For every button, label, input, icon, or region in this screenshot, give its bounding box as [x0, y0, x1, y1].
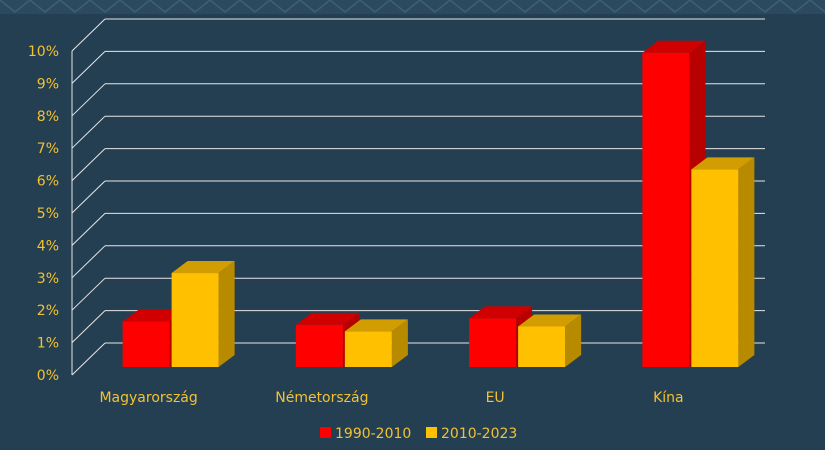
header-chevron: [659, 0, 691, 13]
bar-front: [344, 331, 392, 367]
header-chevron: [719, 0, 751, 13]
header-chevron: [329, 0, 361, 13]
header-chevron: [149, 0, 181, 13]
header-chevron: [539, 0, 571, 13]
y-axis: 0% 1% 2% 3% 4% 5% 6% 7% 8% 9% 10%: [28, 44, 59, 384]
category-label: Magyarország: [99, 390, 197, 406]
y-tick-label: 2%: [37, 303, 59, 319]
bar-front: [171, 273, 219, 367]
category-label: Németország: [275, 390, 368, 406]
bar-front: [122, 321, 170, 367]
header-chevron: [0, 0, 31, 13]
header-chevron: [299, 0, 331, 13]
y-tick-label: 7%: [37, 141, 59, 157]
legend-swatch: [426, 427, 437, 438]
bar-top: [518, 314, 582, 327]
header-chevron: [119, 0, 151, 13]
legend: 1990-2010 2010-2023: [320, 426, 517, 442]
header-chevron: [689, 0, 721, 13]
bars: [122, 40, 755, 367]
y-tick-label: 4%: [37, 238, 59, 254]
bar-top: [642, 40, 706, 53]
header-chevron: [629, 0, 661, 13]
grid-diagonal: [71, 18, 106, 52]
bar-top: [122, 309, 186, 322]
grid-diagonal: [71, 310, 106, 343]
bar-front: [469, 318, 517, 367]
bar-side: [565, 314, 582, 367]
grid-diagonal: [71, 342, 106, 376]
category-label: EU: [486, 390, 505, 406]
y-tick-label: 8%: [37, 109, 59, 125]
bar-2010-2023-Magyarország: [171, 261, 235, 367]
bar-front: [691, 169, 739, 367]
header-chevron: [419, 0, 451, 13]
grid-diagonal: [71, 51, 106, 84]
header-chevron: [89, 0, 121, 13]
y-tick-label: 5%: [37, 206, 59, 222]
header-chevron: [239, 0, 271, 13]
bar-top: [295, 312, 359, 325]
y-tick-label: 1%: [37, 336, 59, 352]
grid-diagonal: [71, 245, 106, 279]
header-chevron: [359, 0, 391, 13]
header-chevron: [749, 0, 781, 13]
bar-front: [642, 52, 690, 367]
grid-diagonal: [71, 115, 106, 149]
header-chevron: [809, 0, 825, 13]
grid-diagonal: [71, 148, 106, 181]
bar-top: [171, 261, 235, 274]
header-chevron: [449, 0, 481, 13]
header-chevron: [479, 0, 511, 13]
header-chevron: [569, 0, 601, 13]
y-tick-label: 9%: [37, 76, 59, 92]
bar-top: [691, 157, 755, 170]
header-chevron: [179, 0, 211, 13]
y-tick-label: 10%: [28, 44, 59, 60]
bar-side: [218, 261, 235, 367]
bar-2010-2023-Németország: [344, 319, 408, 367]
grid-diagonal: [71, 213, 106, 246]
grid-diagonal: [71, 83, 106, 117]
legend-item: 2010-2023: [426, 426, 517, 442]
header-chevron: [269, 0, 301, 13]
header-pattern: [0, 0, 825, 14]
bar-front: [295, 324, 343, 367]
header-chevron: [209, 0, 241, 13]
header-chevron: [599, 0, 631, 13]
y-tick-label: 3%: [37, 271, 59, 287]
bar-top: [469, 306, 533, 319]
bar-side: [738, 157, 755, 367]
grid-diagonal: [71, 180, 106, 214]
legend-label: 1990-2010: [335, 426, 411, 442]
category-label: Kína: [653, 390, 684, 406]
y-tick-label: 6%: [37, 174, 59, 190]
bar-side: [391, 319, 408, 367]
grid-diagonal: [71, 277, 106, 311]
header-chevron: [389, 0, 421, 13]
x-axis: Magyarország Németország EU Kína: [99, 390, 683, 406]
bar-2010-2023-EU: [518, 314, 582, 367]
legend-label: 2010-2023: [441, 426, 517, 442]
header-chevron: [509, 0, 541, 13]
y-tick-label: 0%: [37, 368, 59, 384]
header-chevron: [29, 0, 61, 13]
bar-2010-2023-Kína: [691, 157, 755, 367]
header-chevron: [779, 0, 811, 13]
header-chevron: [59, 0, 91, 13]
legend-swatch: [320, 427, 331, 438]
bar-top: [344, 319, 408, 332]
bar-front: [518, 326, 566, 367]
legend-item: 1990-2010: [320, 426, 411, 442]
